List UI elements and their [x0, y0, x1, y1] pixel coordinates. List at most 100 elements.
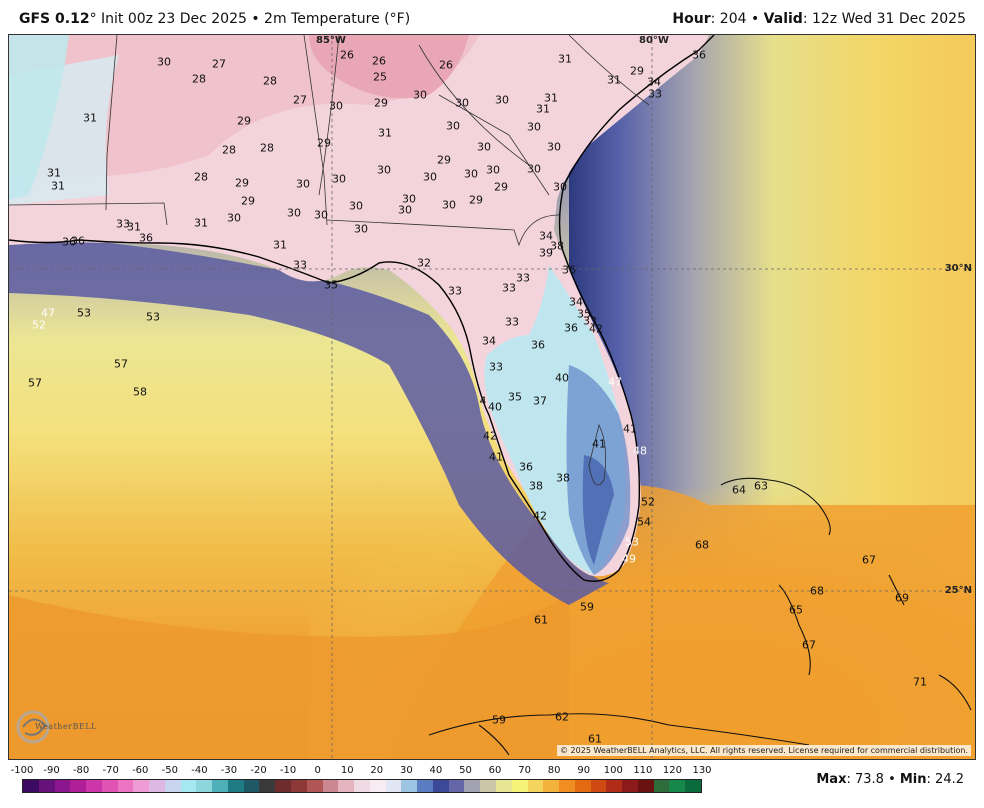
temperature-label: 33 [583, 314, 597, 328]
temperature-label: 36 [139, 231, 153, 245]
temperature-label: 28 [192, 72, 206, 86]
temperature-label: 36 [562, 263, 576, 277]
scale-swatch [543, 780, 560, 792]
copyright-notice: © 2025 WeatherBELL Analytics, LLC. All r… [557, 745, 971, 756]
temperature-label: 30 [446, 119, 460, 133]
temperature-label: 30 [495, 93, 509, 107]
scale-tick-label: -10 [279, 765, 297, 776]
temperature-label: 59 [580, 600, 594, 614]
scale-tick-label: 130 [692, 765, 712, 776]
scale-swatch [685, 780, 701, 792]
temperature-label: 31 [83, 111, 97, 125]
temperature-label: 29 [437, 153, 451, 167]
scale-swatch [196, 780, 213, 792]
temperature-label: 30 [547, 140, 561, 154]
temperature-label: 30 [527, 162, 541, 176]
temperature-label: 30 [349, 199, 363, 213]
scale-swatch [637, 780, 654, 792]
temperature-label: 33 [448, 284, 462, 298]
scale-swatch [480, 780, 496, 792]
temperature-label: 53 [625, 535, 639, 549]
scale-swatch [149, 780, 165, 792]
temperature-label: 40 [555, 371, 569, 385]
scale-swatch [527, 780, 544, 792]
scale-swatch [180, 780, 197, 792]
temperature-label: 42 [483, 429, 497, 443]
scale-tick-label: 50 [459, 765, 472, 776]
temperature-label: 30 [287, 206, 301, 220]
scale-swatch [54, 780, 71, 792]
temperature-label: 29 [469, 193, 483, 207]
scale-swatch [606, 780, 623, 792]
temperature-label: 30 [413, 88, 427, 102]
scale-tick-label: 90 [577, 765, 591, 776]
scale-swatch [322, 780, 339, 792]
temperature-label: 31 [544, 91, 558, 105]
scale-swatch [70, 780, 87, 792]
temperature-label: 26 [340, 48, 354, 62]
temperature-label: 36 [531, 338, 545, 352]
temperature-label: 30 [477, 140, 491, 154]
scale-tick-label: -50 [161, 765, 178, 776]
temperature-label: 30 [398, 203, 412, 217]
scale-tick-label: 30 [399, 765, 413, 776]
temperature-label: 27 [212, 57, 226, 71]
temperature-label: 57 [114, 357, 128, 371]
max-min-stats: Max: 73.8 • Min: 24.2 [816, 772, 964, 787]
valid-value: : 12z Wed 31 Dec 2025 [802, 11, 966, 27]
scale-tick-label: 10 [340, 765, 354, 776]
scale-swatch [227, 780, 244, 792]
scale-swatch [164, 780, 181, 792]
temperature-label: 36 [71, 234, 85, 248]
weatherbell-logo: WeatherBELL [15, 705, 101, 751]
temperature-label: 33 [502, 281, 516, 295]
temperature-label: 32 [417, 256, 431, 270]
scale-swatch [622, 780, 638, 792]
temperature-label: 30 [527, 120, 541, 134]
lon-85-label: 85°W [316, 35, 346, 46]
temperature-label: 34 [482, 334, 496, 348]
temperature-label: 53 [146, 310, 160, 324]
temperature-label: 28 [194, 170, 208, 184]
temperature-label: 38 [550, 239, 564, 253]
temperature-label: 31 [536, 102, 550, 116]
lon-80-label: 80°W [639, 35, 669, 46]
temperature-label: 67 [802, 638, 816, 652]
temperature-label: 29 [235, 176, 249, 190]
temperature-label: 31 [273, 238, 287, 252]
temperature-label: 30 [157, 55, 171, 69]
temperature-label: 31 [51, 179, 65, 193]
temperature-label: 4 [479, 394, 487, 408]
scale-tick-label: 100 [603, 765, 623, 776]
scale-swatch [101, 780, 118, 792]
temperature-label: 31 [558, 52, 572, 66]
temperature-label: 28 [260, 141, 274, 155]
temperature-label: 38 [529, 479, 543, 493]
temperature-label: 35 [577, 307, 591, 321]
temperature-label: 47 [41, 306, 55, 320]
temperature-label: 33 [516, 271, 530, 285]
scale-tick-label: -20 [250, 765, 267, 776]
scale-swatch [401, 780, 418, 792]
temperature-label: 61 [588, 732, 602, 746]
scale-swatch [354, 780, 370, 792]
scale-swatch [133, 780, 150, 792]
logo-text: WeatherBELL [35, 722, 97, 731]
temperature-label: 65 [789, 603, 803, 617]
min-value: : 24.2 [926, 772, 964, 787]
scale-swatch [117, 780, 134, 792]
temperature-label: 67 [862, 553, 876, 567]
temperature-label: 31 [127, 220, 141, 234]
scale-tick-label: 70 [518, 765, 531, 776]
temperature-label: 30 [402, 192, 416, 206]
temperature-label: 42 [589, 322, 603, 336]
scale-tick-label: -80 [72, 765, 90, 776]
temperature-label: 47 [608, 375, 622, 389]
scale-swatch [338, 780, 355, 792]
scale-swatch [275, 780, 292, 792]
model-name: GFS 0.12 [19, 11, 90, 27]
forecast-map[interactable]: 30 27 28 28 26 26 25 26 31 31 29 34 33 36 31 29 27 30 29 30… [8, 34, 976, 760]
temperature-label: 59 [492, 713, 506, 727]
scale-swatch [559, 780, 575, 792]
scale-swatch [417, 780, 433, 792]
